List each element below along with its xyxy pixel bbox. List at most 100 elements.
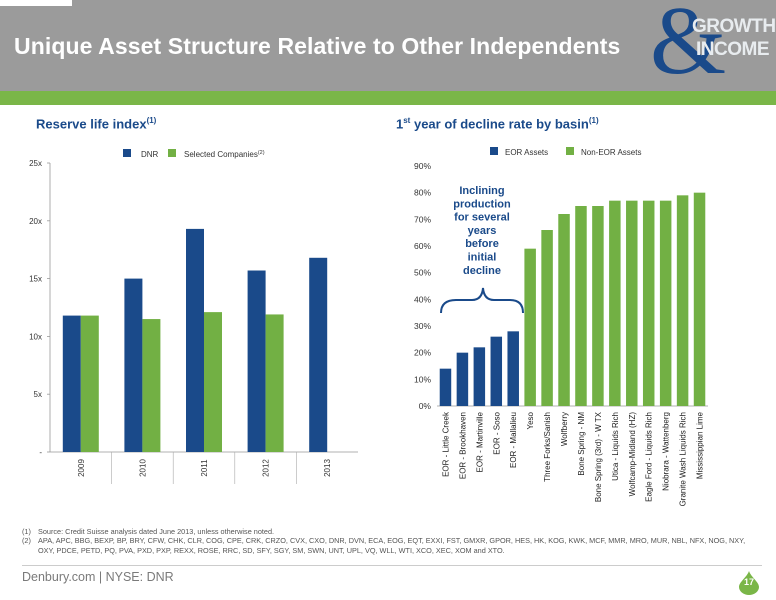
drop-icon: [739, 571, 759, 595]
left-legend-selected-sup: (2): [258, 150, 265, 156]
right-bar-1: [456, 352, 469, 406]
right-bar-15: [693, 192, 706, 406]
left-legend-selected-label: Selected Companies(2): [184, 150, 265, 159]
left-bar-dnr-2010: [124, 278, 143, 452]
green-divider-bar: [0, 91, 776, 105]
right-x-tick-label-7: Wolfberry: [560, 412, 569, 446]
right-x-tick-label-10: Utica - Liquids Rich: [611, 412, 620, 481]
logo-word-income: INCOME: [696, 39, 770, 60]
left-y-tick-label-1: 5x: [34, 390, 42, 399]
reserve-life-title-sup: (1): [146, 116, 157, 125]
annotation-line-2: for several: [454, 212, 510, 224]
right-bar-7: [558, 214, 570, 406]
right-y-tick-label-9: 90%: [414, 161, 431, 171]
right-x-tick-label-8: Bone Spring - NM: [577, 412, 586, 476]
header-banner: Unique Asset Structure Relative to Other…: [0, 0, 776, 91]
decline-title-sup2: (1): [588, 116, 599, 125]
right-bar-9: [592, 206, 604, 406]
left-bar-selected-2012: [265, 314, 284, 452]
reserve-life-title-text: Reserve life index: [36, 116, 147, 132]
footer-text: Denbury.com | NYSE: DNR: [22, 570, 174, 584]
right-y-tick-label-6: 60%: [414, 241, 431, 251]
growth-income-logo: & GROWTH INCOME: [646, 0, 776, 90]
right-x-tick-label-11: Wolfcamp-Midland (HZ): [628, 412, 637, 497]
right-x-tick-label-9: Bone Spring (3rd) - W TX: [594, 411, 603, 502]
annotation-brace: [440, 287, 524, 314]
left-x-tick-label-2009: 2009: [77, 459, 86, 477]
annotation-line-3: years: [468, 225, 497, 237]
footnote-1-text: Source: Credit Suisse analysis dated Jun…: [38, 527, 275, 536]
annotation-line-6: decline: [463, 265, 501, 277]
annotation-line-4: before: [465, 238, 499, 250]
footer-divider: [22, 565, 762, 566]
annotation-line-1: production: [453, 198, 511, 210]
logo-word-growth: GROWTH: [692, 16, 776, 37]
right-x-tick-label-15: Mississippian Lime: [696, 411, 705, 479]
right-y-tick-label-0: 0%: [419, 401, 432, 411]
reserve-life-title: Reserve life index(1): [36, 116, 156, 131]
right-bar-2: [473, 347, 486, 406]
right-bar-11: [626, 200, 638, 406]
left-bar-dnr-2009: [62, 315, 81, 452]
right-bar-5: [524, 248, 536, 406]
right-bar-14: [676, 195, 689, 406]
left-x-tick-label-2012: 2012: [262, 459, 271, 477]
left-bar-selected-2011: [204, 312, 222, 452]
right-x-tick-label-2: EOR - Martinville: [475, 411, 484, 472]
left-legend-selected-swatch: [168, 149, 176, 157]
left-x-tick-label-2011: 2011: [200, 459, 209, 477]
decline-title-prefix: 1: [396, 116, 404, 132]
decline-title-main: year of decline rate by basin: [410, 116, 589, 132]
right-x-tick-label-3: EOR - Soso: [492, 411, 501, 454]
footnote-1: (1) Source: Credit Suisse analysis dated …: [22, 527, 762, 536]
annotation-line-0: Inclining: [459, 185, 504, 197]
ampersand-logo-mark: &: [650, 0, 727, 95]
left-x-tick-label-2010: 2010: [138, 459, 147, 477]
page-title: Unique Asset Structure Relative to Other…: [14, 33, 621, 59]
right-y-tick-label-1: 10%: [414, 374, 431, 384]
right-y-tick-label-5: 50%: [414, 268, 431, 278]
right-x-tick-label-12: Eagle Ford - Liquids Rich: [645, 412, 654, 502]
right-bar-4: [507, 331, 519, 406]
left-bar-dnr-2012: [247, 270, 266, 452]
right-y-tick-label-2: 20%: [414, 348, 431, 358]
right-x-tick-label-6: Three Forks/Sanish: [543, 412, 552, 482]
right-y-tick-label-7: 70%: [414, 214, 431, 224]
right-bar-10: [609, 200, 621, 406]
left-y-tick-label-4: 20x: [29, 217, 42, 226]
right-x-tick-label-14: Granite Wash Liquids Rich: [679, 412, 688, 506]
decline-title-sup1: st: [403, 116, 411, 125]
left-y-tick-label-3: 15x: [29, 275, 42, 284]
left-x-tick-label-2013: 2013: [323, 459, 332, 477]
left-bar-selected-2010: [142, 319, 161, 452]
right-y-tick-label-4: 40%: [414, 294, 431, 304]
right-x-tick-label-4: EOR - Mallalieu: [509, 412, 518, 468]
left-y-tick-label-2: 10x: [29, 332, 42, 341]
left-bar-selected-2009: [80, 315, 99, 452]
header-corner-accent: [0, 0, 72, 6]
right-bar-8: [575, 206, 587, 406]
right-x-tick-label-0: EOR - Little Creek: [441, 411, 450, 477]
right-bar-6: [541, 230, 553, 406]
right-x-tick-label-1: EOR - Brookhaven: [458, 412, 467, 479]
right-bar-13: [659, 200, 672, 406]
right-bar-0: [439, 368, 452, 406]
right-y-tick-label-3: 30%: [414, 321, 431, 331]
left-legend-dnr-swatch: [123, 149, 131, 157]
annotation-line-5: initial: [468, 252, 497, 264]
page-number: 17: [743, 577, 754, 587]
right-x-tick-label-5: Yeso: [526, 411, 535, 429]
right-bar-3: [490, 336, 503, 406]
right-x-tick-label-13: Niobrara - Wattenberg: [662, 412, 671, 491]
right-y-tick-label-8: 80%: [414, 188, 431, 198]
right-legend-eor-swatch: [490, 147, 498, 155]
left-y-tick-label-0: -: [39, 448, 42, 457]
left-bar-dnr-2013: [309, 257, 328, 452]
right-legend-noneor-label: Non-EOR Assets: [581, 148, 641, 157]
left-y-tick-label-5: 25x: [29, 159, 42, 168]
page-number-badge: 17: [738, 571, 760, 595]
right-bar-12: [642, 200, 655, 406]
left-legend-dnr-label: DNR: [141, 150, 159, 159]
footnote-2: (2) APA, APC, BBG, BEXP, BP, BRY, CFW, CH…: [22, 536, 762, 555]
